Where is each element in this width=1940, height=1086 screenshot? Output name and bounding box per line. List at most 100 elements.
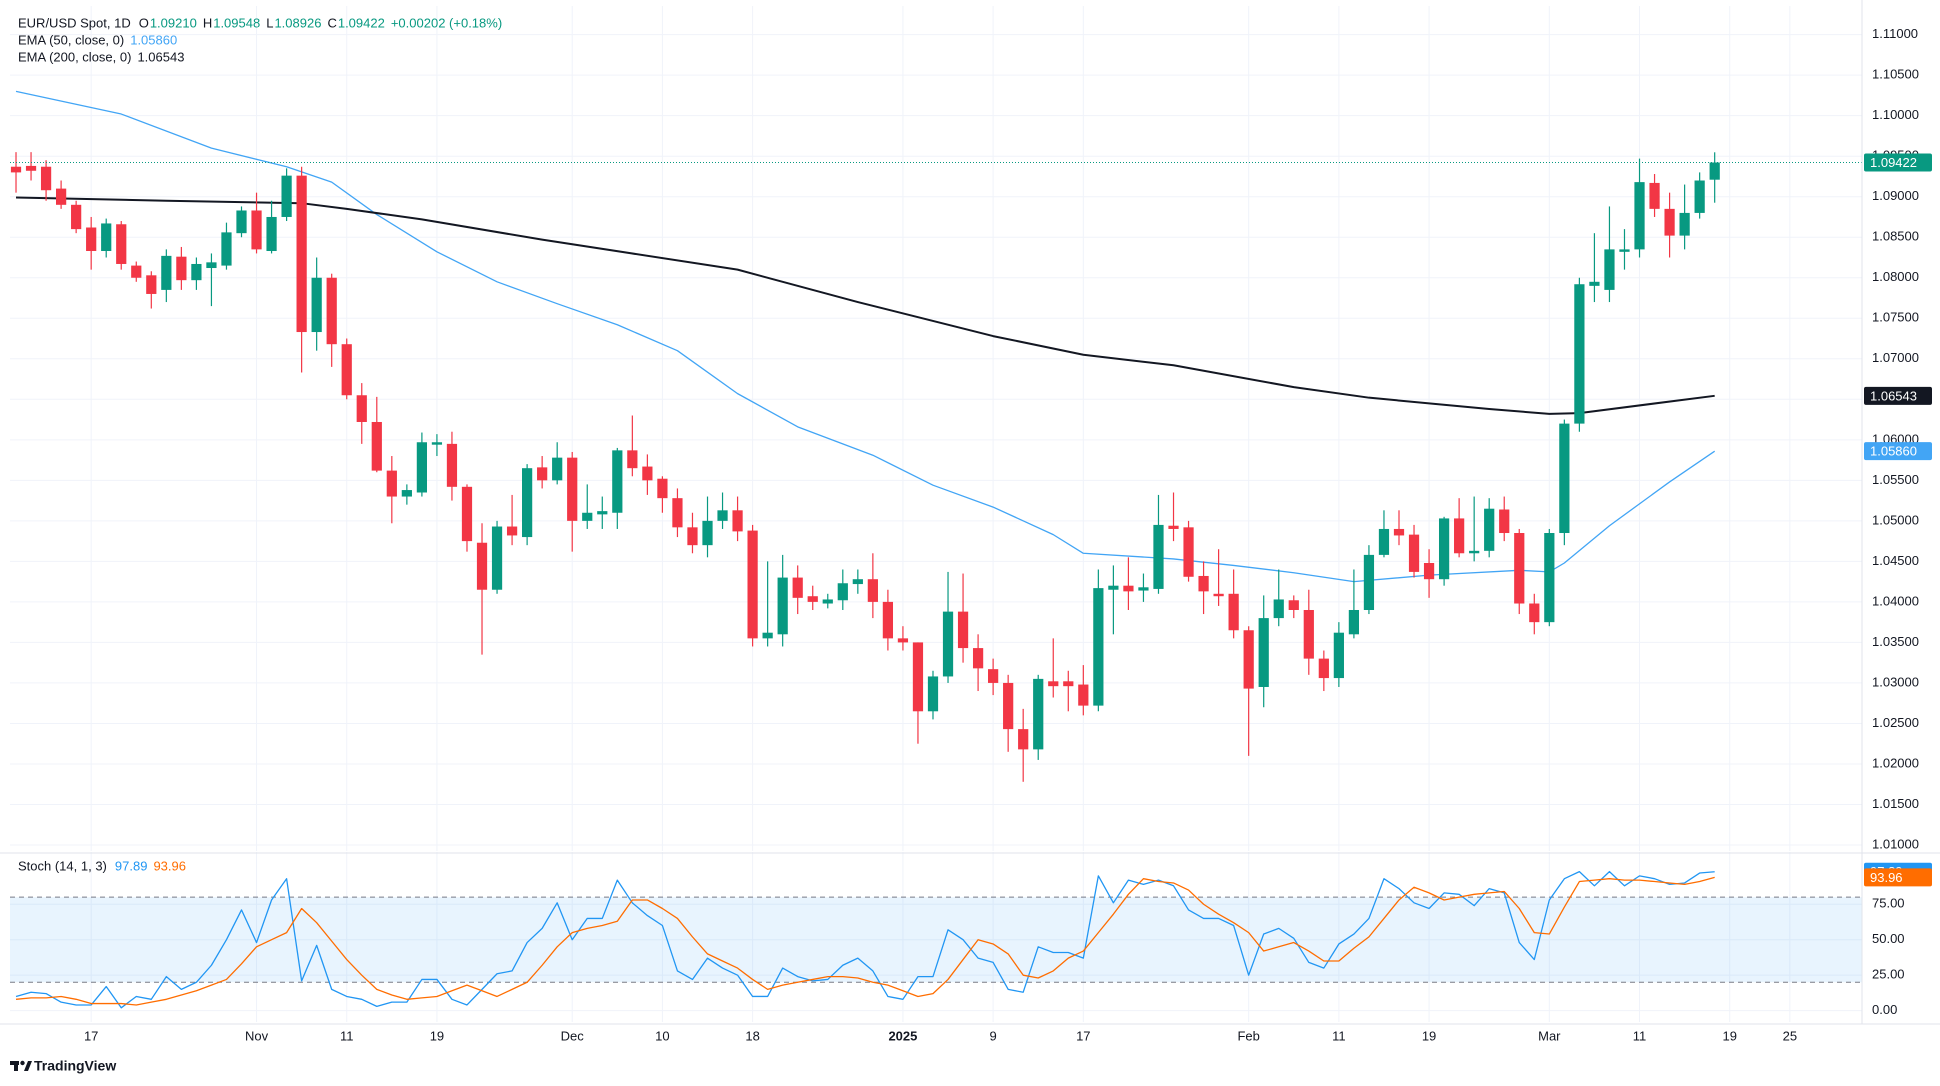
candle-body xyxy=(446,443,458,487)
candle-body xyxy=(116,224,127,264)
candle-body xyxy=(912,642,924,712)
candle-body xyxy=(1423,562,1435,580)
y-tick-label: 1.08500 xyxy=(1872,229,1919,244)
ohlc-field-label: L xyxy=(266,15,273,30)
price-tag: 1.05860 xyxy=(1864,442,1932,461)
x-tick-label: 19 xyxy=(1722,1028,1736,1043)
y-tick-label: 1.07500 xyxy=(1872,310,1919,325)
candle-body xyxy=(1619,249,1630,252)
y-tick-label: 0.00 xyxy=(1872,1002,1897,1017)
y-tick-label: 75.00 xyxy=(1872,896,1905,911)
candle-body xyxy=(597,511,608,515)
indicator-value: 97.89 xyxy=(115,858,148,873)
change-value: +0.00202 (+0.18%) xyxy=(391,15,502,30)
y-tick-label: 1.11000 xyxy=(1872,26,1918,41)
candle-body xyxy=(672,498,683,528)
candle-body xyxy=(1063,681,1074,687)
candle-body xyxy=(732,510,743,532)
candle-body xyxy=(1529,603,1540,623)
candle-body xyxy=(612,450,623,513)
y-tick-label: 1.01500 xyxy=(1872,796,1919,811)
candle-body xyxy=(1318,658,1329,679)
price-tag-bg xyxy=(1864,386,1932,405)
indicator-name: EMA (50, close, 0) xyxy=(18,32,124,47)
price-tag-label: 1.09422 xyxy=(1870,155,1917,170)
candle-body xyxy=(86,227,97,252)
candle-body xyxy=(1589,281,1600,286)
candle-body xyxy=(1108,585,1119,590)
plot xyxy=(10,90,1862,1009)
candle-body xyxy=(837,583,848,601)
y-tick-label: 50.00 xyxy=(1872,931,1905,946)
candle-body xyxy=(1649,182,1660,209)
candle-body xyxy=(1183,527,1194,577)
price-tag-label: 1.05860 xyxy=(1870,444,1917,459)
y-tick-label: 1.08000 xyxy=(1872,269,1919,284)
logo-part xyxy=(24,1061,32,1071)
x-tick-label: 18 xyxy=(745,1028,759,1043)
candle-body xyxy=(1634,182,1645,250)
candle-body xyxy=(687,527,698,546)
candle-body xyxy=(537,467,548,481)
candle-body xyxy=(296,175,307,333)
y-tick-label: 1.07000 xyxy=(1872,350,1919,365)
candle-body xyxy=(1198,575,1209,592)
candle-body xyxy=(1048,681,1059,687)
candle-body xyxy=(807,596,818,602)
candle-body xyxy=(221,232,232,266)
ohlc-field-label: C xyxy=(327,15,336,30)
x-tick-label: 11 xyxy=(340,1028,354,1043)
candle-body xyxy=(1258,618,1269,687)
logo-part xyxy=(20,1060,25,1066)
candle-body xyxy=(1499,509,1510,534)
candle-body xyxy=(1018,729,1029,750)
candle-body xyxy=(1363,554,1375,610)
price-tag-label: 1.06543 xyxy=(1870,388,1917,403)
x-tick-label: Feb xyxy=(1237,1028,1259,1043)
candle-body xyxy=(972,648,984,669)
candle-body xyxy=(882,601,894,639)
y-tick-label: 25.00 xyxy=(1872,967,1905,982)
candle-body xyxy=(567,457,578,521)
candle-body xyxy=(957,611,969,649)
line-series xyxy=(15,196,1715,415)
x-tick-label: 19 xyxy=(1422,1028,1436,1043)
candle-body xyxy=(822,599,833,604)
candle-body xyxy=(356,395,367,422)
candle-body xyxy=(1228,593,1239,631)
candle-body xyxy=(582,512,593,521)
x-tick-label: 17 xyxy=(1076,1028,1090,1043)
x-tick-label: 11 xyxy=(1633,1028,1647,1043)
y-tick-label: 1.05500 xyxy=(1872,472,1919,487)
ohlc-field-label: H xyxy=(203,15,212,30)
y-tick-label: 1.01000 xyxy=(1872,836,1919,851)
candle-body xyxy=(1559,423,1570,534)
price-tag: 93.96 xyxy=(1864,868,1932,887)
candle-body xyxy=(988,669,999,683)
x-tick-label: 25 xyxy=(1783,1028,1797,1043)
candle-body xyxy=(1604,249,1615,290)
price-tag-bg xyxy=(1864,153,1932,172)
candle-body xyxy=(1378,528,1390,555)
y-tick-label: 1.02000 xyxy=(1872,755,1919,770)
candle-body xyxy=(341,344,352,396)
candle-body xyxy=(1454,518,1465,554)
line-series xyxy=(15,90,1716,583)
ohlc-field-value: 1.09548 xyxy=(213,15,260,30)
price-tag-bg xyxy=(1864,442,1932,461)
candle-body xyxy=(281,175,292,217)
price-tag: 1.09422 xyxy=(1864,153,1932,172)
candle-body xyxy=(206,262,217,269)
y-tick-label: 1.05000 xyxy=(1872,512,1919,527)
candle-body xyxy=(747,530,758,639)
candle-body xyxy=(1273,599,1284,619)
candle-body xyxy=(401,490,412,497)
candle-body xyxy=(867,579,878,602)
candle-body xyxy=(491,526,503,590)
price-tag-bg xyxy=(1864,868,1932,887)
candle-body xyxy=(191,263,202,281)
candle-body xyxy=(1484,508,1495,551)
